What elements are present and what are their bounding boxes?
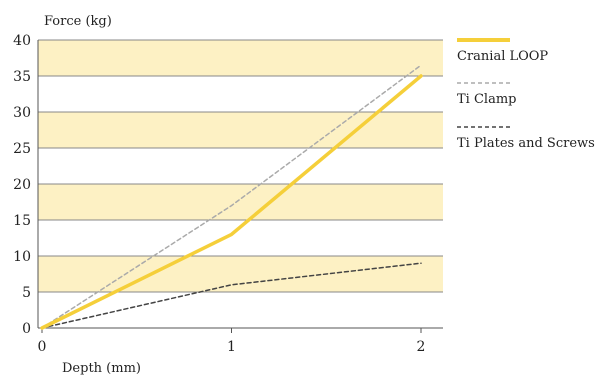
y-ticks: 0 5 10 15 20 25 30 35 40 [13, 33, 31, 337]
band-15-20 [38, 184, 443, 220]
y-tick-label: 10 [13, 249, 31, 265]
y-tick-label: 0 [22, 321, 31, 337]
legend-label-0: Cranial LOOP [457, 49, 548, 64]
y-tick-label: 20 [13, 177, 31, 193]
series-line-0 [40, 74, 423, 330]
band-25-30 [38, 112, 443, 148]
y-tick-label: 25 [13, 141, 31, 157]
y-axis-label: Force (kg) [44, 14, 112, 29]
x-tick-label: 1 [227, 339, 236, 355]
plot-bands [38, 40, 443, 292]
x-tick-label: 2 [417, 339, 426, 355]
y-tick-label: 15 [13, 213, 31, 229]
legend: Cranial LOOP Ti Clamp Ti Plates and Screws [457, 38, 595, 151]
band-5-10 [38, 256, 443, 292]
y-tick-label: 30 [13, 105, 31, 121]
band-35-40 [38, 40, 443, 76]
legend-label-2: Ti Plates and Screws [457, 136, 595, 151]
series-line-2 [41, 262, 422, 329]
y-tick-label: 35 [13, 69, 31, 85]
x-tick-label: 0 [38, 339, 47, 355]
series-layer [40, 64, 423, 330]
series-line-1 [41, 64, 422, 329]
x-ticks: 0 1 2 [38, 328, 426, 355]
y-tick-label: 40 [13, 33, 31, 49]
gridlines [38, 39, 443, 293]
x-axis-label: Depth (mm) [62, 361, 141, 376]
y-tick-label: 5 [22, 285, 31, 301]
legend-label-1: Ti Clamp [457, 92, 516, 107]
